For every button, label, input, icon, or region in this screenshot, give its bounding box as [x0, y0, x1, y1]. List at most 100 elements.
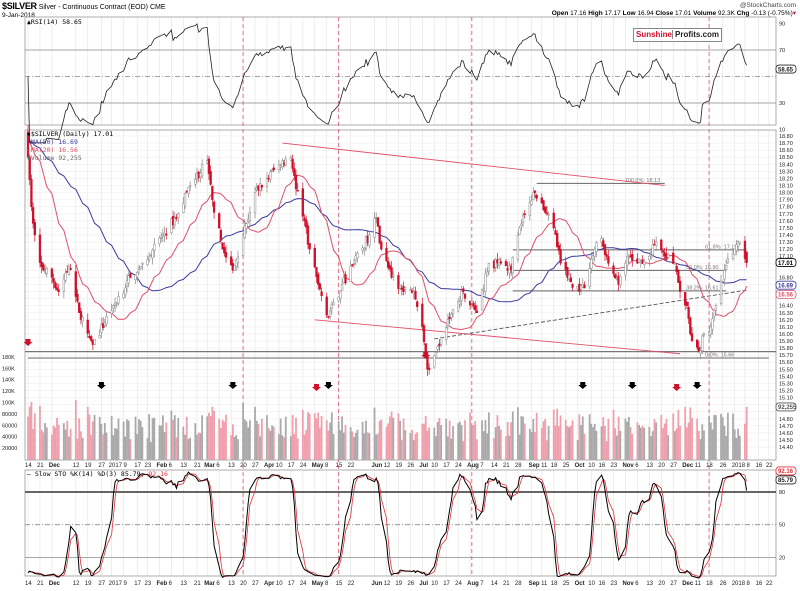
candle-body	[270, 170, 274, 172]
candle-body	[743, 240, 747, 259]
candle-body	[218, 213, 221, 229]
candle-body	[590, 258, 593, 269]
volume-bar	[56, 417, 58, 460]
volume-bar	[675, 428, 678, 460]
candle-body	[245, 223, 248, 229]
candle-body	[711, 318, 714, 330]
volume-bar	[245, 421, 248, 460]
volume-bar	[136, 434, 139, 460]
candle-body	[470, 300, 473, 304]
volume-bar	[505, 436, 507, 460]
candle-body	[223, 247, 226, 254]
volume-bar	[457, 423, 460, 460]
volume-bar	[522, 416, 524, 460]
candle-body	[677, 270, 680, 283]
volume-bar	[496, 415, 499, 460]
volume-bar	[687, 422, 690, 460]
volume-bar	[713, 414, 716, 460]
red-arrow-icon	[23, 339, 33, 346]
volume-bar	[351, 431, 354, 460]
x-tick-label: 13	[646, 463, 653, 469]
volume-bar	[510, 422, 512, 460]
x-tick-label: Jul	[419, 581, 428, 587]
candle-body	[86, 319, 89, 334]
volume-bar	[344, 424, 347, 460]
candle-body	[591, 255, 595, 261]
candle-body	[480, 289, 484, 311]
volume-bar	[697, 430, 700, 460]
volume-bar	[544, 418, 547, 460]
volume-bar	[366, 432, 369, 460]
price-tick-label: 15.10	[779, 396, 793, 402]
volume-bar	[380, 419, 383, 460]
watermark: @StockCharts.com	[739, 2, 796, 9]
price-tick-label: 18.20	[779, 176, 793, 182]
candle-body	[183, 193, 187, 207]
volume-bar	[390, 411, 393, 460]
ma20-legend: —MA(20) 16.56	[27, 146, 78, 154]
rsi-legend: ▲RSI(14) 58.65	[27, 19, 82, 26]
volume-bar	[260, 418, 263, 460]
volume-bar	[45, 427, 48, 460]
x-tick-label: 21	[37, 581, 44, 587]
candle-body	[564, 261, 567, 270]
volume-tick-label: 160K	[2, 366, 15, 372]
x-tick-label: 12	[384, 581, 391, 587]
candle-body	[308, 243, 311, 250]
x-tick-label: 23	[611, 463, 618, 469]
volume-bar	[160, 425, 163, 460]
x-tick-label: May	[312, 463, 324, 469]
volume-bar	[117, 418, 120, 460]
x-tick-label: 23	[611, 581, 618, 587]
candle-body	[54, 282, 57, 289]
volume-bar	[726, 412, 729, 460]
rsi-tick-label: 70	[779, 48, 785, 54]
volume-bar	[484, 420, 487, 460]
volume-bar	[318, 427, 321, 460]
candle-body	[556, 232, 559, 248]
volume-bar	[643, 427, 646, 460]
candle-body	[397, 275, 400, 289]
volume-bar	[100, 424, 103, 460]
volume-bar	[148, 414, 151, 460]
x-tick-label: 8	[325, 581, 329, 587]
volume-bar	[436, 422, 439, 460]
volume-bar	[283, 437, 285, 460]
candle-body	[450, 313, 453, 318]
candle-body	[684, 292, 687, 306]
volume-bar	[138, 419, 140, 460]
candle-body	[260, 184, 264, 188]
candle-body	[159, 237, 163, 239]
volume-bar	[556, 408, 559, 460]
last-price-label-box	[775, 258, 797, 267]
open-value: 17.16	[570, 10, 587, 17]
candle-body	[588, 268, 591, 287]
volume-bar	[354, 432, 357, 460]
x-tick-label: 14	[25, 581, 32, 587]
volume-bar	[532, 419, 535, 460]
volume-bar	[593, 423, 596, 460]
x-tick-label: 6	[216, 463, 220, 469]
candle-body	[189, 185, 192, 187]
candle-body	[721, 280, 724, 283]
volume-bar	[709, 422, 712, 460]
volume-bar	[122, 421, 125, 460]
x-tick-label: 22	[766, 581, 773, 587]
red-arrow-icon	[421, 352, 431, 359]
candle-body	[484, 273, 487, 292]
volume-bar	[320, 416, 323, 460]
candle-body	[731, 252, 735, 259]
candle-body	[243, 225, 246, 238]
candle-body	[624, 262, 627, 276]
volume-bar	[50, 434, 53, 460]
volume-bar	[409, 433, 412, 460]
x-tick-label: Aug	[467, 581, 479, 587]
rsi-value-label-box	[775, 64, 797, 74]
volume-bar	[278, 434, 280, 460]
volume-bar	[520, 416, 523, 460]
volume-bar	[291, 414, 294, 460]
candle-body	[516, 234, 520, 260]
volume-bar	[428, 427, 431, 460]
volume-bar	[378, 421, 381, 460]
x-tick-label: 16	[756, 463, 763, 469]
